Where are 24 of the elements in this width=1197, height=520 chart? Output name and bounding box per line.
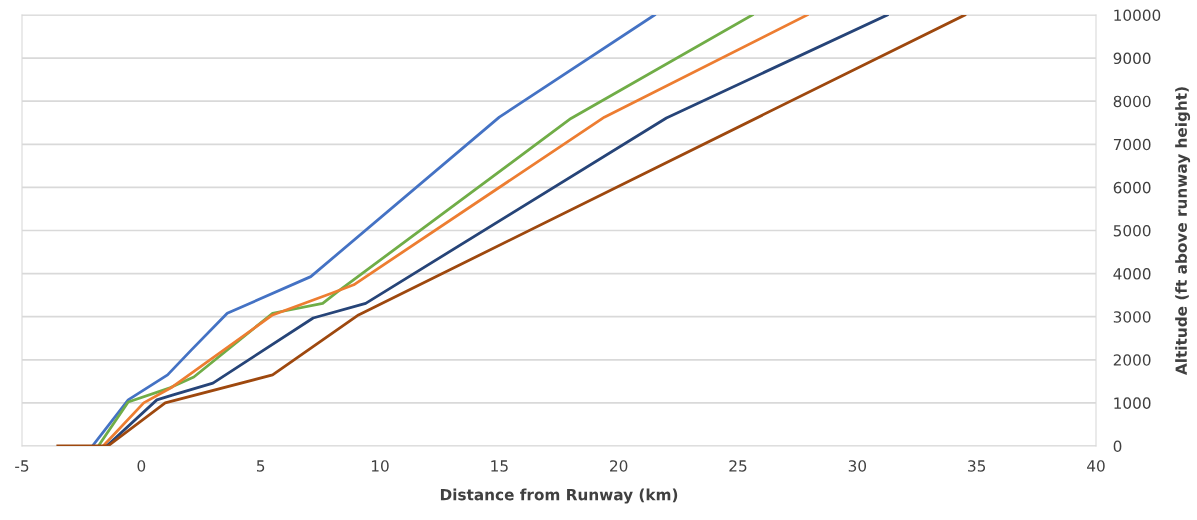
y-tick-label: 6000 bbox=[1113, 181, 1151, 194]
y-tick-label: 7000 bbox=[1113, 138, 1151, 151]
x-tick-label: 5 bbox=[256, 460, 265, 472]
y-axis-title: Altitude (ft above runway height) bbox=[1175, 87, 1191, 375]
x-tick-label: -5 bbox=[15, 460, 29, 472]
y-tick-label: 2000 bbox=[1113, 354, 1151, 366]
x-tick-label: 40 bbox=[1087, 460, 1105, 472]
y-tick-label: 1000 bbox=[1114, 397, 1151, 409]
y-tick-label: 0 bbox=[1113, 440, 1122, 453]
y-tick-label: 9000 bbox=[1113, 52, 1151, 65]
y-tick-label: 4000 bbox=[1113, 268, 1151, 280]
y-tick-label: 10000 bbox=[1114, 9, 1161, 22]
y-tick-label: 3000 bbox=[1113, 311, 1151, 323]
line-series bbox=[91, 15, 656, 446]
x-tick-label: 10 bbox=[371, 460, 389, 472]
x-tick-label: 15 bbox=[491, 460, 508, 472]
x-tick-label: 35 bbox=[968, 460, 986, 472]
x-tick-label: 30 bbox=[848, 460, 867, 472]
x-tick-label: 25 bbox=[729, 460, 747, 472]
x-tick-label: 0 bbox=[137, 460, 146, 472]
x-axis-title: Distance from Runway (km) bbox=[440, 488, 678, 504]
y-tick-label: 8000 bbox=[1113, 95, 1151, 108]
y-tick-label: 5000 bbox=[1113, 224, 1151, 237]
x-tick-label: 20 bbox=[610, 460, 628, 472]
